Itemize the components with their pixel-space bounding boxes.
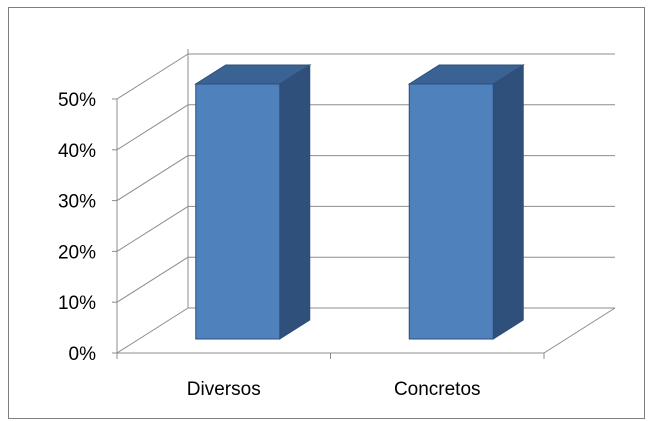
y-axis-tick-label: 0% bbox=[69, 344, 97, 365]
y-axis-tick-label: 40% bbox=[58, 141, 96, 162]
bar-front-face bbox=[195, 83, 281, 340]
x-axis-tick-label: Concretos bbox=[394, 379, 481, 400]
bar-side-face bbox=[492, 64, 524, 340]
x-axis-tick-label: Diversos bbox=[187, 379, 261, 400]
y-axis-tick-labels: 0% 10% 20% 30% 40% 50% bbox=[58, 90, 96, 365]
gridline-side bbox=[116, 53, 189, 100]
gridline-side bbox=[116, 104, 189, 151]
gridline-side bbox=[116, 155, 189, 202]
bar-side-face bbox=[279, 64, 311, 340]
bar-diversos bbox=[194, 64, 312, 340]
y-axis-tick-label: 10% bbox=[58, 293, 96, 314]
gridline-side bbox=[116, 307, 189, 354]
gridline-side bbox=[116, 256, 189, 303]
chart-border bbox=[8, 7, 645, 419]
y-axis-tick-label: 50% bbox=[58, 90, 96, 111]
y-axis-tick-label: 30% bbox=[58, 192, 96, 213]
y-axis-tick-label: 20% bbox=[58, 242, 96, 263]
floor-right-edge bbox=[543, 307, 616, 354]
x-axis-tick-labels: Diversos Concretos bbox=[187, 379, 481, 400]
bar-front-face bbox=[408, 83, 494, 340]
bar-concretos bbox=[407, 64, 525, 340]
bars bbox=[194, 64, 525, 340]
gridline-side bbox=[116, 205, 189, 252]
axes bbox=[112, 98, 545, 359]
